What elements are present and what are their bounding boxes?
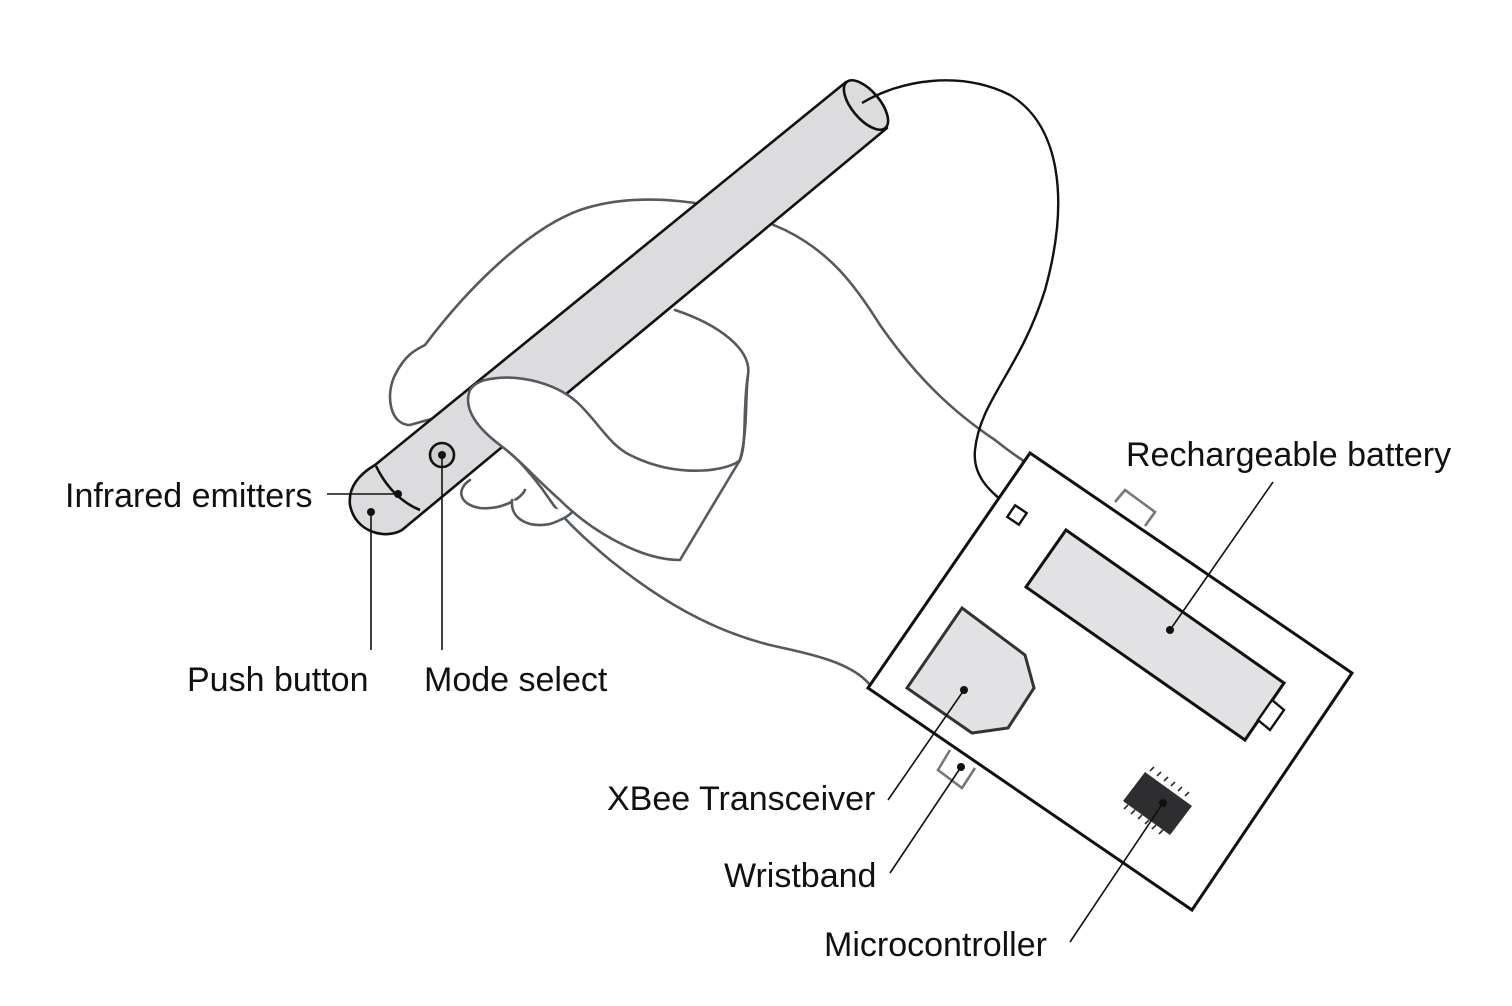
microcontroller-chip	[1123, 772, 1192, 835]
strap-clip-top	[1114, 488, 1157, 527]
dot-battery	[1166, 626, 1174, 634]
label-infrared-emitters: Infrared emitters	[65, 477, 313, 515]
dot-mode-select	[438, 451, 446, 459]
dot-xbee	[960, 686, 968, 694]
labels: Infrared emitters Push button Mode selec…	[65, 436, 1451, 964]
thumb	[466, 376, 742, 562]
leader-battery	[1169, 481, 1274, 631]
label-mode-select: Mode select	[424, 661, 608, 699]
dot-wristband	[957, 763, 965, 771]
strap-clip-bottom	[936, 749, 977, 790]
battery	[1023, 527, 1287, 743]
thumb-edge	[738, 374, 750, 461]
cable	[861, 79, 1060, 513]
callouts	[327, 451, 1274, 943]
label-microcontroller: Microcontroller	[824, 926, 1047, 964]
connector-port	[1005, 503, 1029, 527]
emitter-band	[374, 465, 421, 512]
xbee-module	[904, 605, 1036, 735]
label-push-button: Push button	[187, 661, 368, 699]
dot-push-button	[367, 508, 375, 516]
ring-finger	[510, 498, 574, 527]
label-rechargeable-battery: Rechargeable battery	[1126, 436, 1451, 474]
label-xbee-transceiver: XBee Transceiver	[607, 780, 875, 818]
circuit-board	[865, 450, 1355, 913]
chip-pins	[1123, 766, 1190, 835]
dot-infrared	[394, 490, 402, 498]
wrist-module	[865, 450, 1355, 913]
battery-terminal	[1256, 698, 1286, 732]
middle-finger	[460, 478, 527, 510]
leader-microcontroller	[1069, 802, 1164, 943]
leader-wristband	[889, 766, 962, 874]
label-wristband: Wristband	[724, 857, 876, 895]
dot-microcontroller	[1159, 799, 1167, 807]
leader-xbee	[887, 689, 965, 801]
